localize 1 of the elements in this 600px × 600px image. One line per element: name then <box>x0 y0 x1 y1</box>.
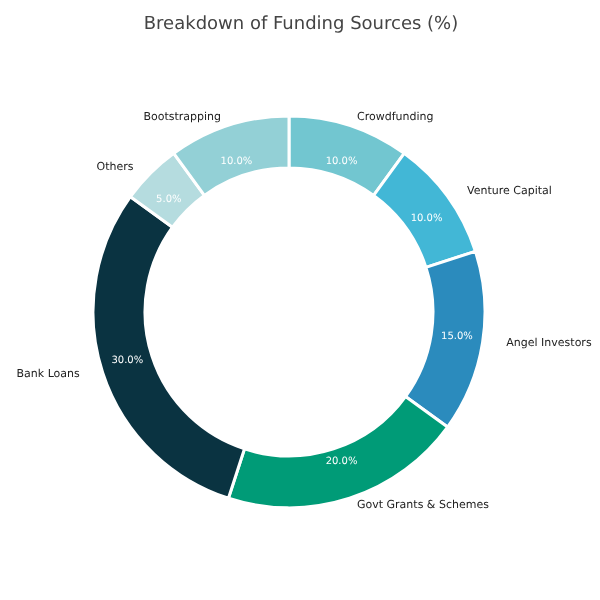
chart-title: Breakdown of Funding Sources (%) <box>143 15 459 35</box>
